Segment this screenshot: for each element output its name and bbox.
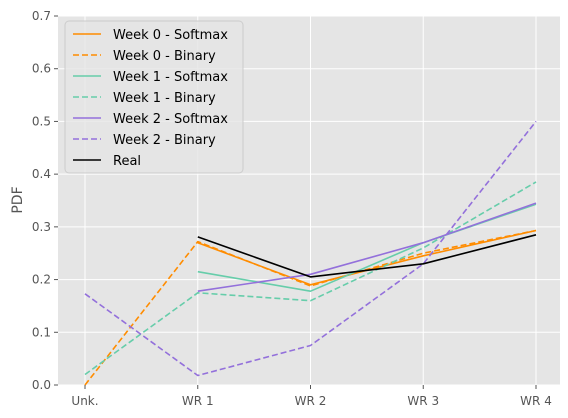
legend-label: Week 2 - Softmax (113, 112, 228, 127)
y-tick-label: 0.2 (32, 273, 51, 287)
series-group (84, 120, 537, 386)
x-tick-label: WR 4 (520, 394, 552, 408)
x-tick-label: WR 3 (407, 394, 439, 408)
x-tick-label: Unk. (71, 394, 98, 408)
legend-label: Week 1 - Softmax (113, 70, 228, 85)
x-tick-label: WR 2 (295, 394, 327, 408)
legend-label: Week 2 - Binary (113, 133, 216, 148)
series-line-2 (84, 229, 537, 386)
y-tick-label: 0.1 (32, 325, 51, 339)
legend-box (64, 20, 244, 174)
y-tick-label: 0.3 (32, 220, 51, 234)
series-line-4 (84, 181, 537, 376)
legend-label: Week 0 - Binary (113, 49, 216, 64)
y-tick-label: 0.0 (32, 378, 51, 392)
x-ticks: Unk. WR 1 WR 2 WR 3 WR 4 (71, 385, 552, 408)
y-axis-label: PDF (10, 186, 26, 213)
legend: Week 0 - Softmax Week 0 - Binary Week 1 - … (64, 20, 244, 174)
series-line-7 (197, 234, 537, 278)
y-tick-label: 0.6 (32, 62, 51, 76)
y-tick-label: 0.5 (32, 114, 51, 128)
y-tick-label: 0.7 (32, 9, 51, 23)
legend-label: Week 0 - Softmax (113, 28, 228, 43)
x-tick-label: WR 1 (182, 394, 214, 408)
legend-label: Real (113, 154, 141, 169)
series-line-5 (197, 202, 537, 292)
y-tick-label: 0.4 (32, 167, 51, 181)
series-line-6 (84, 120, 537, 377)
legend-label: Week 1 - Binary (113, 91, 216, 106)
y-ticks: 0.0 0.1 0.2 0.3 0.4 0.5 0.6 0.7 (32, 9, 58, 392)
